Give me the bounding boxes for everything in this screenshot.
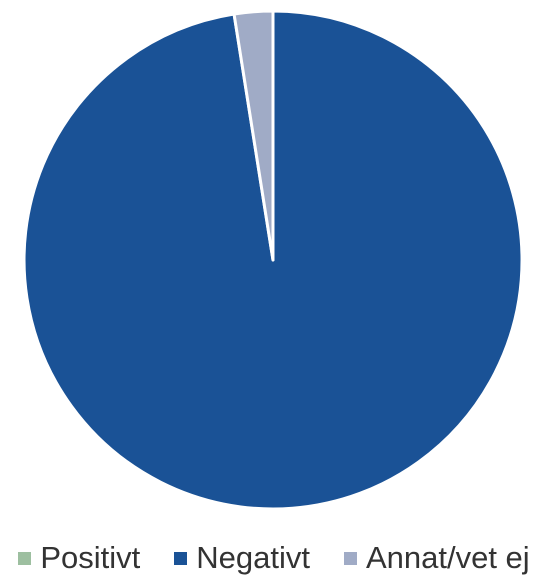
legend-swatch-negativt (174, 551, 188, 565)
legend-item-annat-vet-ej: Annat/vet ej (343, 540, 530, 576)
legend: Positivt Negativt Annat/vet ej (0, 536, 548, 580)
legend-swatch-positivt (18, 551, 32, 565)
legend-label-positivt: Positivt (40, 540, 141, 575)
legend-label-annat-vet-ej: Annat/vet ej (365, 540, 530, 575)
pie-slice-annat-vet-ej (232, 9, 275, 262)
pie-chart (22, 9, 524, 511)
legend-item-negativt: Negativt (174, 540, 310, 576)
legend-item-positivt: Positivt (18, 540, 140, 576)
legend-swatch-annat-vet-ej (343, 551, 357, 565)
legend-label-negativt: Negativt (196, 540, 310, 575)
